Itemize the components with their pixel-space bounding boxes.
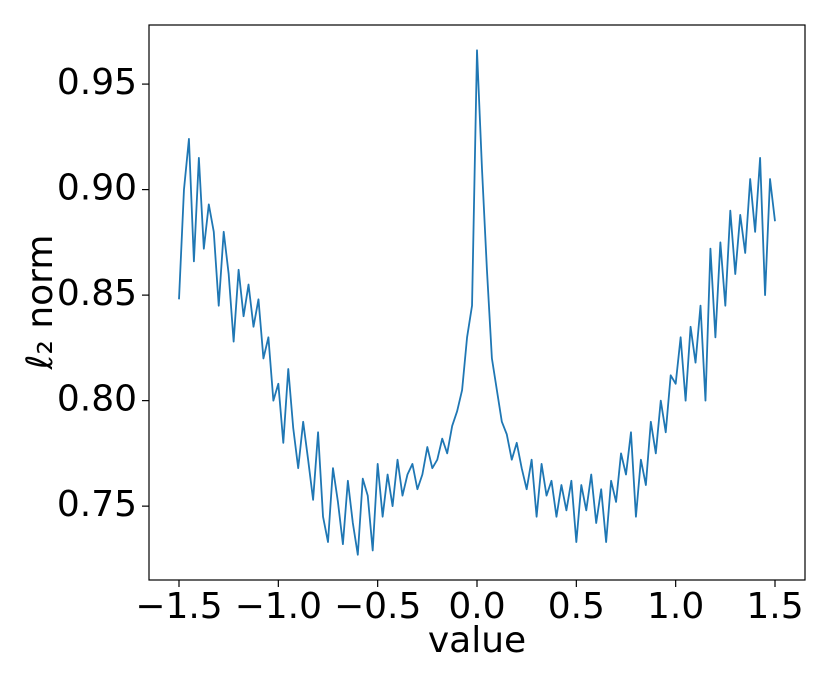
y-tick-label: 0.90 xyxy=(57,168,137,209)
x-tick-label: −1.5 xyxy=(135,586,222,627)
y-tick-label: 0.95 xyxy=(57,62,137,103)
y-tick-label: 0.80 xyxy=(57,379,137,420)
x-tick-label: 1.5 xyxy=(746,586,803,627)
x-axis-label: value xyxy=(428,620,526,661)
x-tick-label: −1.0 xyxy=(235,586,322,627)
y-axis-label: ℓ₂ norm xyxy=(20,235,61,371)
y-tick-label: 0.75 xyxy=(57,484,137,525)
x-tick-label: −0.5 xyxy=(334,586,421,627)
data-line xyxy=(178,49,776,556)
plot-frame xyxy=(148,24,806,581)
x-tick-label: 1.0 xyxy=(647,586,704,627)
y-tick-label: 0.85 xyxy=(57,273,137,314)
x-tick-label: 0.5 xyxy=(548,586,605,627)
x-tick-label: 0.0 xyxy=(448,586,505,627)
